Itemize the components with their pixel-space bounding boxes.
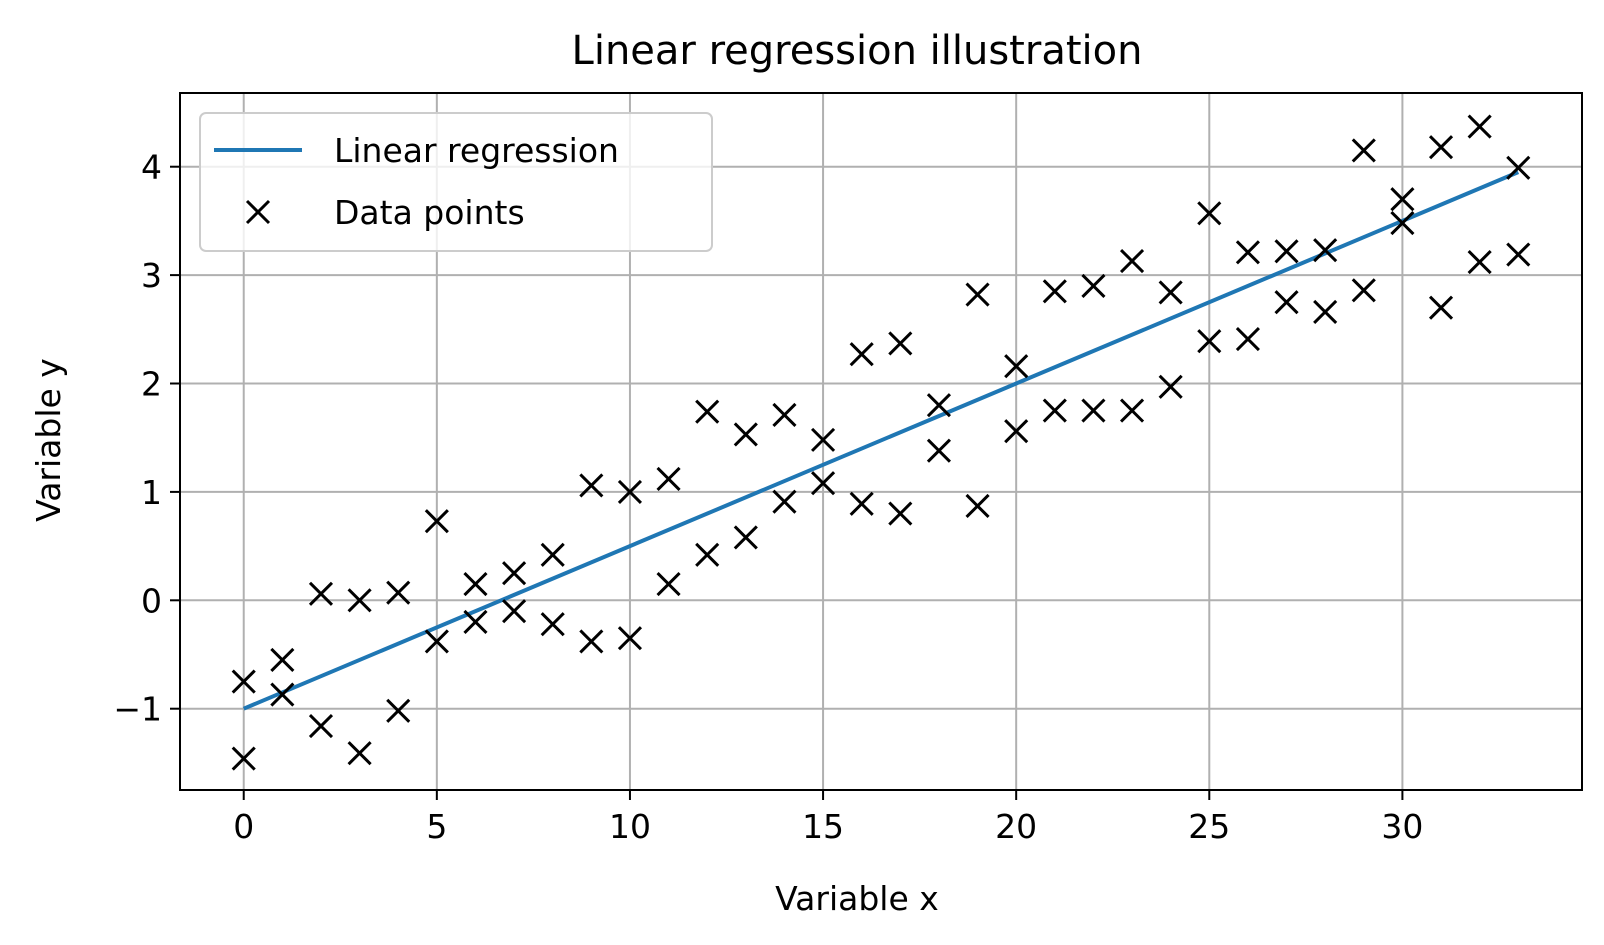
x-tick-label: 0 [233,807,254,846]
data-point [1119,248,1145,274]
data-point [656,571,681,597]
data-point [540,612,565,637]
regression-line-layer [242,170,1520,711]
legend-marker-x [245,199,271,225]
data-point [1235,327,1260,352]
data-point [270,682,295,707]
x-tick-label: 30 [1381,807,1423,846]
data-points-layer [231,114,1531,771]
data-point [386,580,411,605]
data-point [1158,280,1183,305]
data-point [1506,242,1531,267]
data-point [1081,398,1106,423]
legend-label-linear-regression: Linear regression [334,131,619,170]
y-tick-label: 3 [141,256,162,295]
data-point [1081,273,1106,299]
data-point [502,561,527,586]
data-point [579,629,604,654]
data-point [308,713,334,739]
data-point [579,473,604,498]
data-point [695,542,720,567]
data-point [1467,250,1492,275]
data-point [308,581,334,606]
y-tick-label: 2 [141,365,162,404]
data-point [1313,238,1338,263]
data-point [965,493,990,519]
data-point [811,427,836,452]
data-point [926,393,951,418]
data-point [502,599,527,624]
data-point [733,422,758,447]
data-point [540,542,565,567]
data-point [1351,278,1376,303]
x-tick-label: 20 [995,807,1037,846]
y-tick-label: 1 [141,473,162,512]
data-point [1004,354,1029,379]
data-point [463,571,488,597]
data-point [1390,211,1415,236]
data-point [733,525,758,550]
data-point [772,489,797,514]
data-point [656,466,681,491]
data-point [926,438,951,463]
data-point [424,629,449,654]
x-tick-label: 25 [1188,807,1230,846]
data-point [1351,138,1376,163]
data-point [1274,290,1299,315]
plot-frame [179,92,1583,791]
data-point [1235,240,1260,265]
data-point [1042,398,1067,423]
legend-box [199,112,713,252]
x-axis-ticks: 0 5 10 15 20 25 30 [233,790,1423,846]
data-point [386,698,411,723]
x-tick-label: 10 [609,807,651,846]
data-point [1274,239,1299,264]
data-point [1506,155,1531,180]
y-tick-label: 4 [141,148,162,187]
data-point [811,471,836,496]
data-point [1158,374,1183,399]
data-point [1467,114,1492,139]
data-point [1390,187,1415,212]
data-point [1004,419,1029,444]
data-point [347,741,372,766]
y-tick-label: −1 [113,690,162,729]
data-point [1428,295,1454,320]
data-point [849,342,874,367]
data-point [270,647,295,672]
data-point [888,331,913,356]
x-axis-label: Variable x [775,879,939,918]
data-point [463,609,488,635]
x-tick-label: 15 [802,807,844,846]
data-point [231,669,256,694]
legend-marker-sample [245,199,271,225]
data-point [849,491,874,516]
data-point [1119,398,1145,423]
regression-line [242,170,1520,711]
data-point [231,746,256,771]
data-point [617,479,643,504]
data-point [1428,135,1454,160]
y-axis-ticks: −1 0 1 2 3 4 [113,148,180,729]
x-tick-label: 5 [426,807,447,846]
data-point [424,509,449,534]
data-point [888,501,913,526]
data-point [1042,279,1067,304]
data-point [1197,329,1222,354]
data-point [695,399,720,424]
data-point [617,626,643,651]
legend-label-data-points: Data points [334,193,525,232]
y-tick-label: 0 [141,581,162,620]
data-point [1197,201,1222,226]
data-point [772,402,797,428]
y-axis-label: Variable y [29,358,68,522]
data-point [347,588,372,613]
legend: Linear regression Data points [199,112,713,252]
chart-title: Linear regression illustration [572,28,1143,74]
data-point [965,282,990,307]
data-point [1313,299,1338,325]
